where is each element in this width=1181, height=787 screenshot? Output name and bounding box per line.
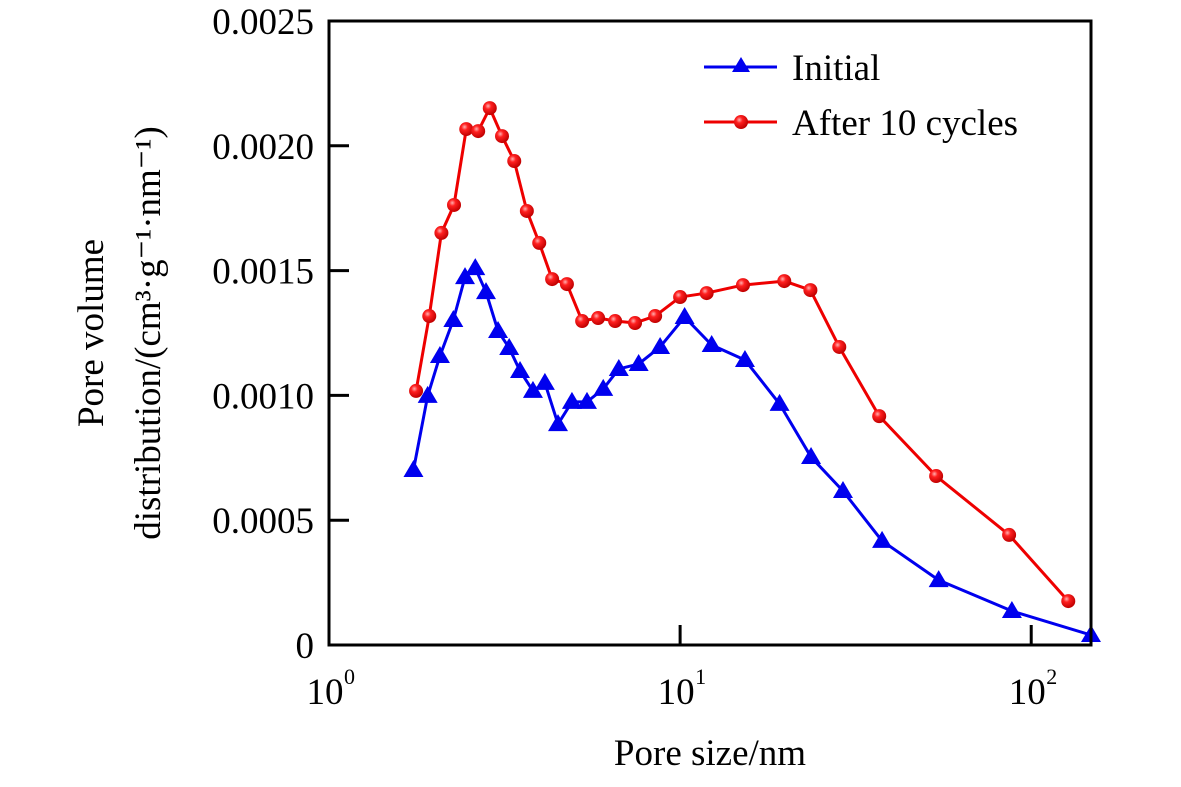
- data-point-triangle: [769, 393, 790, 411]
- data-point-circle: [495, 129, 510, 144]
- data-point-circle: [422, 309, 437, 324]
- y-tick-label: 0: [296, 626, 315, 667]
- data-point-triangle: [832, 480, 853, 498]
- data-point-triangle: [443, 310, 464, 328]
- data-point-triangle: [522, 380, 543, 398]
- data-point-circle: [735, 278, 750, 293]
- data-point-triangle: [499, 337, 520, 355]
- data-point-circle: [872, 409, 887, 424]
- data-point-circle: [507, 154, 522, 169]
- y-tick-label: 0.0020: [212, 127, 314, 168]
- legend-label-after-10-cycles: After 10 cycles: [792, 103, 1018, 144]
- data-point-circle: [673, 290, 688, 305]
- data-point-circle: [434, 225, 449, 240]
- y-axis-title-line2: distribution/(cm³·g⁻¹·nm⁻¹): [128, 126, 169, 540]
- data-point-circle: [648, 309, 663, 324]
- series-layer: [403, 101, 1101, 643]
- data-point-circle: [591, 311, 606, 326]
- data-point-triangle: [510, 360, 531, 378]
- data-point-triangle: [488, 321, 509, 339]
- data-point-triangle: [628, 353, 649, 371]
- series-after-10-cycles: [409, 101, 1076, 609]
- y-axis-title-line1: Pore volume: [71, 239, 112, 427]
- y-tick-label: 0.0010: [212, 376, 314, 417]
- data-point-circle: [559, 277, 574, 292]
- data-point-triangle: [403, 460, 424, 478]
- x-tick-label: 10 1: [658, 664, 707, 713]
- data-point-triangle: [608, 358, 629, 376]
- y-tick-label: 0.0025: [212, 2, 314, 43]
- x-tick-base: 10: [307, 672, 344, 713]
- data-point-triangle: [429, 345, 450, 363]
- legend-label-initial: Initial: [792, 48, 880, 89]
- data-point-triangle: [1001, 601, 1022, 619]
- data-point-triangle: [674, 307, 695, 325]
- data-point-circle: [1061, 594, 1076, 609]
- data-point-circle: [1002, 527, 1017, 542]
- legend-circle-marker-icon: [734, 115, 748, 129]
- data-point-circle: [447, 197, 462, 212]
- data-point-triangle: [476, 282, 497, 300]
- x-tick-exponent: 0: [344, 664, 355, 689]
- data-point-circle: [699, 286, 714, 301]
- data-point-circle: [575, 314, 590, 329]
- data-point-circle: [459, 122, 474, 137]
- data-point-triangle: [417, 385, 438, 403]
- x-tick-label: 10 0: [307, 664, 356, 713]
- data-point-triangle: [734, 349, 755, 367]
- y-tick-label: 0.0015: [212, 252, 314, 293]
- data-point-circle: [608, 314, 623, 329]
- x-tick-base: 10: [1009, 672, 1046, 713]
- data-point-triangle: [534, 372, 555, 390]
- data-point-circle: [532, 235, 547, 250]
- data-point-circle: [803, 283, 818, 298]
- data-point-circle: [482, 101, 497, 116]
- x-tick-labels: 10 0 10 1 10 2: [307, 664, 1058, 713]
- x-tick-label: 10 2: [1009, 664, 1058, 713]
- data-point-triangle: [576, 391, 597, 409]
- data-point-triangle: [465, 258, 486, 276]
- legend-item-initial: Initial: [704, 48, 880, 89]
- y-tick-label: 0.0005: [212, 501, 314, 542]
- data-point-circle: [471, 124, 486, 139]
- data-point-triangle: [701, 334, 722, 352]
- ticks-layer: [327, 19, 1033, 647]
- data-point-triangle: [650, 336, 671, 354]
- x-tick-exponent: 2: [1046, 664, 1057, 689]
- y-tick-labels: 0 0.0005 0.0010 0.0015 0.0020 0.0025: [212, 2, 314, 667]
- x-tick-base: 10: [658, 672, 695, 713]
- plot-frame: [327, 19, 1093, 647]
- legend-triangle-marker-icon: [732, 57, 750, 72]
- data-point-triangle: [455, 267, 476, 285]
- legend: Initial After 10 cycles: [704, 48, 1018, 144]
- data-point-circle: [409, 383, 424, 398]
- data-point-triangle: [593, 378, 614, 396]
- data-point-triangle: [928, 570, 949, 588]
- data-point-circle: [519, 203, 534, 218]
- x-tick-exponent: 1: [695, 664, 706, 689]
- data-point-circle: [929, 469, 944, 484]
- legend-item-after-10-cycles: After 10 cycles: [704, 103, 1018, 144]
- x-axis-title: Pore size/nm: [614, 733, 806, 774]
- data-point-triangle: [548, 414, 569, 432]
- data-point-circle: [628, 316, 643, 331]
- series-initial: [403, 258, 1101, 643]
- data-point-circle: [545, 272, 560, 287]
- data-point-circle: [777, 274, 792, 289]
- series-line: [411, 266, 1092, 637]
- data-point-triangle: [801, 447, 822, 465]
- data-point-circle: [832, 339, 847, 354]
- data-point-triangle: [872, 530, 893, 548]
- data-point-triangle: [561, 391, 582, 409]
